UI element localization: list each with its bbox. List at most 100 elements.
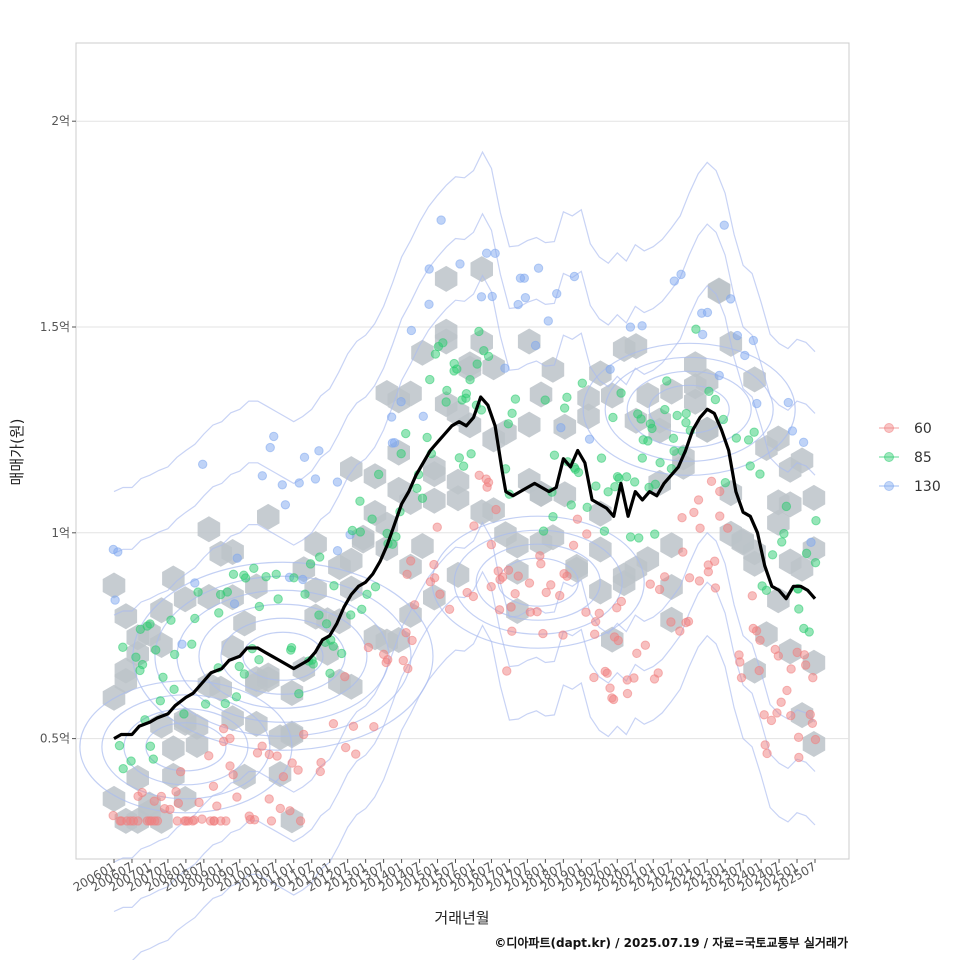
data-point-130 <box>552 288 562 299</box>
data-point-60 <box>483 477 494 488</box>
data-point-85 <box>328 641 338 651</box>
data-point-85 <box>454 453 465 463</box>
data-point-85 <box>767 550 778 560</box>
data-point-85 <box>608 412 618 423</box>
data-point-130 <box>748 335 759 346</box>
data-point-60 <box>316 757 326 768</box>
data-point-60 <box>293 765 303 775</box>
hexbin-cell <box>470 256 493 283</box>
data-point-60 <box>546 580 556 590</box>
data-point-60 <box>406 556 416 566</box>
data-point-60 <box>328 719 339 729</box>
data-point-85 <box>582 502 592 513</box>
hexbin-cell <box>529 480 553 507</box>
data-point-85 <box>662 376 672 386</box>
trend-line-layer <box>113 395 817 740</box>
caption: ©디아파트(dapt.kr) / 2025.07.19 / 자료=국토교통부 실… <box>494 935 848 950</box>
data-point-60 <box>506 602 516 612</box>
data-point-60 <box>689 507 699 518</box>
data-point-85 <box>650 479 661 490</box>
data-point-60 <box>444 604 455 615</box>
data-point-60 <box>315 766 325 777</box>
data-point-85 <box>336 648 347 659</box>
data-point-60 <box>156 791 167 802</box>
data-point-85 <box>370 582 381 592</box>
data-point-130 <box>424 299 434 310</box>
data-point-60 <box>810 734 821 745</box>
data-point-85 <box>474 326 484 337</box>
data-point-60 <box>755 635 765 645</box>
data-point-130 <box>605 364 615 374</box>
data-point-60 <box>133 816 143 826</box>
data-point-85 <box>200 699 211 709</box>
data-point-60 <box>503 565 514 575</box>
data-point-85 <box>286 642 297 653</box>
data-point-85 <box>672 410 682 421</box>
data-point-85 <box>681 417 691 428</box>
data-point-60 <box>776 697 786 707</box>
data-point-85 <box>422 432 432 443</box>
density-contour <box>113 150 816 493</box>
data-point-60 <box>486 539 497 550</box>
data-point-130 <box>389 438 400 448</box>
hexbin-cell <box>233 763 256 790</box>
data-point-60 <box>137 787 147 798</box>
data-point-85 <box>610 481 620 492</box>
data-point-85 <box>325 668 335 679</box>
hexbin-cell <box>695 416 719 443</box>
data-point-60 <box>348 721 359 732</box>
data-point-60 <box>532 606 542 617</box>
density-contour <box>101 694 271 800</box>
data-point-130 <box>424 264 434 274</box>
data-point-60 <box>340 742 351 753</box>
hexbin-cell <box>162 565 185 592</box>
data-point-130 <box>332 477 343 487</box>
data-point-60 <box>766 715 777 726</box>
data-point-130 <box>490 248 500 259</box>
data-point-60 <box>510 589 520 599</box>
data-point-130 <box>299 452 310 463</box>
data-point-60 <box>383 655 393 665</box>
data-point-85 <box>704 386 714 397</box>
data-point-60 <box>695 523 705 533</box>
data-point-85 <box>220 698 230 709</box>
x-axis-ticks: 2006012006072007012007072008012008072009… <box>71 859 819 895</box>
data-point-85 <box>566 500 576 510</box>
data-point-130 <box>676 269 686 280</box>
data-point-85 <box>314 552 325 562</box>
data-point-60 <box>640 640 651 650</box>
data-point-85 <box>239 669 250 679</box>
data-point-85 <box>636 414 646 424</box>
data-point-60 <box>221 816 231 826</box>
data-point-85 <box>810 557 821 568</box>
hexbin-cell <box>411 339 434 366</box>
data-point-130 <box>740 350 750 361</box>
data-point-85 <box>465 374 475 385</box>
data-point-130 <box>113 547 123 557</box>
data-point-130 <box>190 578 200 588</box>
data-point-85 <box>187 639 197 649</box>
data-point-60 <box>538 628 548 639</box>
data-point-60 <box>402 569 412 579</box>
data-point-85 <box>362 589 372 599</box>
data-point-60 <box>589 629 600 639</box>
data-point-85 <box>271 569 281 580</box>
data-point-130 <box>513 299 523 310</box>
hexbin-cell <box>707 278 731 305</box>
data-point-85 <box>761 585 772 596</box>
data-point-85 <box>749 427 759 437</box>
data-point-85 <box>118 763 128 774</box>
data-point-85 <box>396 449 406 459</box>
y-tick-label: 0.5억 <box>40 732 70 746</box>
data-point-60 <box>225 761 235 771</box>
hexbin-cell <box>126 765 149 791</box>
hexbin-cell <box>506 532 529 559</box>
density-contour <box>582 342 796 476</box>
data-point-85 <box>273 594 283 604</box>
hexbin-cell <box>636 546 660 573</box>
data-point-60 <box>363 642 374 653</box>
data-point-60 <box>645 579 655 589</box>
hexbin-cell <box>185 713 209 740</box>
data-point-85 <box>214 608 224 618</box>
data-point-60 <box>194 797 204 808</box>
